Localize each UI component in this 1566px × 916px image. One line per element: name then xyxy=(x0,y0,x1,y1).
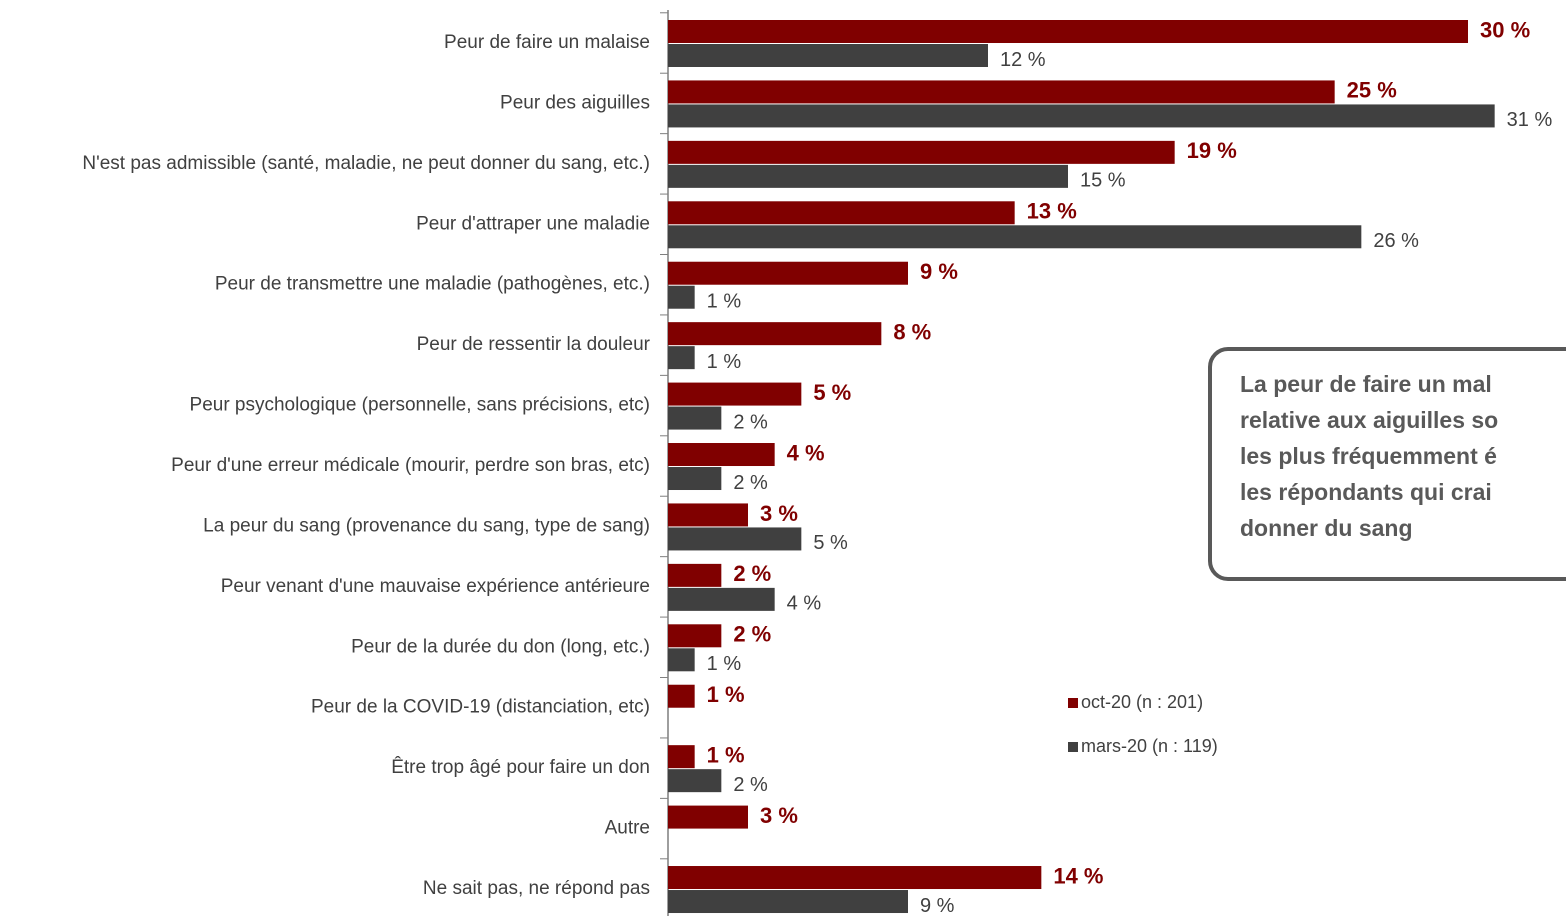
bar xyxy=(668,44,988,67)
bar xyxy=(668,346,695,370)
category-label: Peur d'une erreur médicale (mourir, perd… xyxy=(171,455,650,476)
category-label: Être trop âgé pour faire un don xyxy=(391,756,650,778)
bar xyxy=(668,261,908,285)
bar xyxy=(668,201,1015,225)
bar xyxy=(668,164,1068,188)
value-label: 2 % xyxy=(733,561,771,586)
annotation-line: La peur de faire un mal xyxy=(1240,371,1492,397)
value-label: 1 % xyxy=(707,682,745,707)
category-label: Peur des aiguilles xyxy=(500,92,650,113)
value-label: 1 % xyxy=(707,351,742,373)
category-label: Peur de la durée du don (long, etc.) xyxy=(351,636,650,657)
value-label: 2 % xyxy=(733,472,768,494)
value-label: 4 % xyxy=(787,593,822,615)
value-label: 1 % xyxy=(707,742,745,767)
bar xyxy=(668,225,1362,249)
bar xyxy=(668,648,695,672)
category-label: N'est pas admissible (santé, maladie, ne… xyxy=(82,153,650,174)
bar xyxy=(668,285,695,309)
value-label: 19 % xyxy=(1187,138,1237,163)
bar xyxy=(668,866,1042,890)
bar xyxy=(668,769,722,793)
value-label: 1 % xyxy=(707,291,742,313)
value-label: 9 % xyxy=(920,259,958,284)
value-label: 2 % xyxy=(733,411,768,433)
value-label: 5 % xyxy=(813,532,848,554)
bar xyxy=(668,890,908,914)
category-label: Peur de faire un malaise xyxy=(444,32,650,53)
bar xyxy=(668,140,1175,164)
value-label: 15 % xyxy=(1080,170,1126,192)
category-label: Peur d'attraper une maladie xyxy=(416,213,650,234)
bar xyxy=(668,563,722,587)
value-label: 2 % xyxy=(733,774,768,796)
value-label: 9 % xyxy=(920,895,955,916)
bar xyxy=(668,80,1335,104)
value-label: 12 % xyxy=(1000,49,1046,71)
bar xyxy=(668,624,722,648)
bar xyxy=(668,20,1468,43)
bar xyxy=(668,104,1495,128)
value-label: 3 % xyxy=(760,501,798,526)
category-label: Ne sait pas, ne répond pas xyxy=(423,878,650,899)
value-label: 26 % xyxy=(1373,230,1419,252)
bar xyxy=(668,587,775,611)
category-label: Peur de ressentir la douleur xyxy=(417,334,651,355)
category-label: Peur venant d'une mauvaise expérience an… xyxy=(221,576,650,597)
value-label: 3 % xyxy=(760,803,798,828)
bar xyxy=(668,745,695,769)
legend-swatch xyxy=(1068,742,1078,752)
value-label: 13 % xyxy=(1027,199,1077,224)
bar xyxy=(668,805,748,829)
legend-swatch xyxy=(1068,698,1078,708)
bar xyxy=(668,467,722,491)
value-label: 8 % xyxy=(893,319,931,344)
value-label: 30 % xyxy=(1480,17,1530,42)
bar xyxy=(668,503,748,527)
value-label: 4 % xyxy=(787,440,825,465)
category-label: Autre xyxy=(605,818,650,839)
annotation-line: donner du sang xyxy=(1240,515,1413,541)
bar xyxy=(668,443,775,467)
category-label: Peur psychologique (personnelle, sans pr… xyxy=(190,395,650,416)
bar xyxy=(668,382,802,406)
bar xyxy=(668,406,722,430)
annotation-box xyxy=(1208,347,1566,581)
annotation-line: les répondants qui crai xyxy=(1240,479,1492,505)
category-label: La peur du sang (provenance du sang, typ… xyxy=(203,515,650,536)
value-label: 2 % xyxy=(733,622,771,647)
category-label: Peur de transmettre une maladie (pathogè… xyxy=(215,274,650,295)
value-label: 1 % xyxy=(707,653,742,675)
value-label: 14 % xyxy=(1053,863,1103,888)
category-label: Peur de la COVID-19 (distanciation, etc) xyxy=(311,697,650,718)
value-label: 5 % xyxy=(813,380,851,405)
value-label: 25 % xyxy=(1347,78,1397,103)
bar xyxy=(668,322,882,346)
annotation-line: relative aux aiguilles so xyxy=(1240,407,1498,433)
bar xyxy=(668,527,802,551)
legend-label: oct-20 (n : 201) xyxy=(1081,692,1203,712)
legend-label: mars-20 (n : 119) xyxy=(1081,736,1218,756)
value-label: 31 % xyxy=(1507,109,1553,131)
annotation-line: les plus fréquemment é xyxy=(1240,443,1497,469)
bar xyxy=(668,684,695,708)
